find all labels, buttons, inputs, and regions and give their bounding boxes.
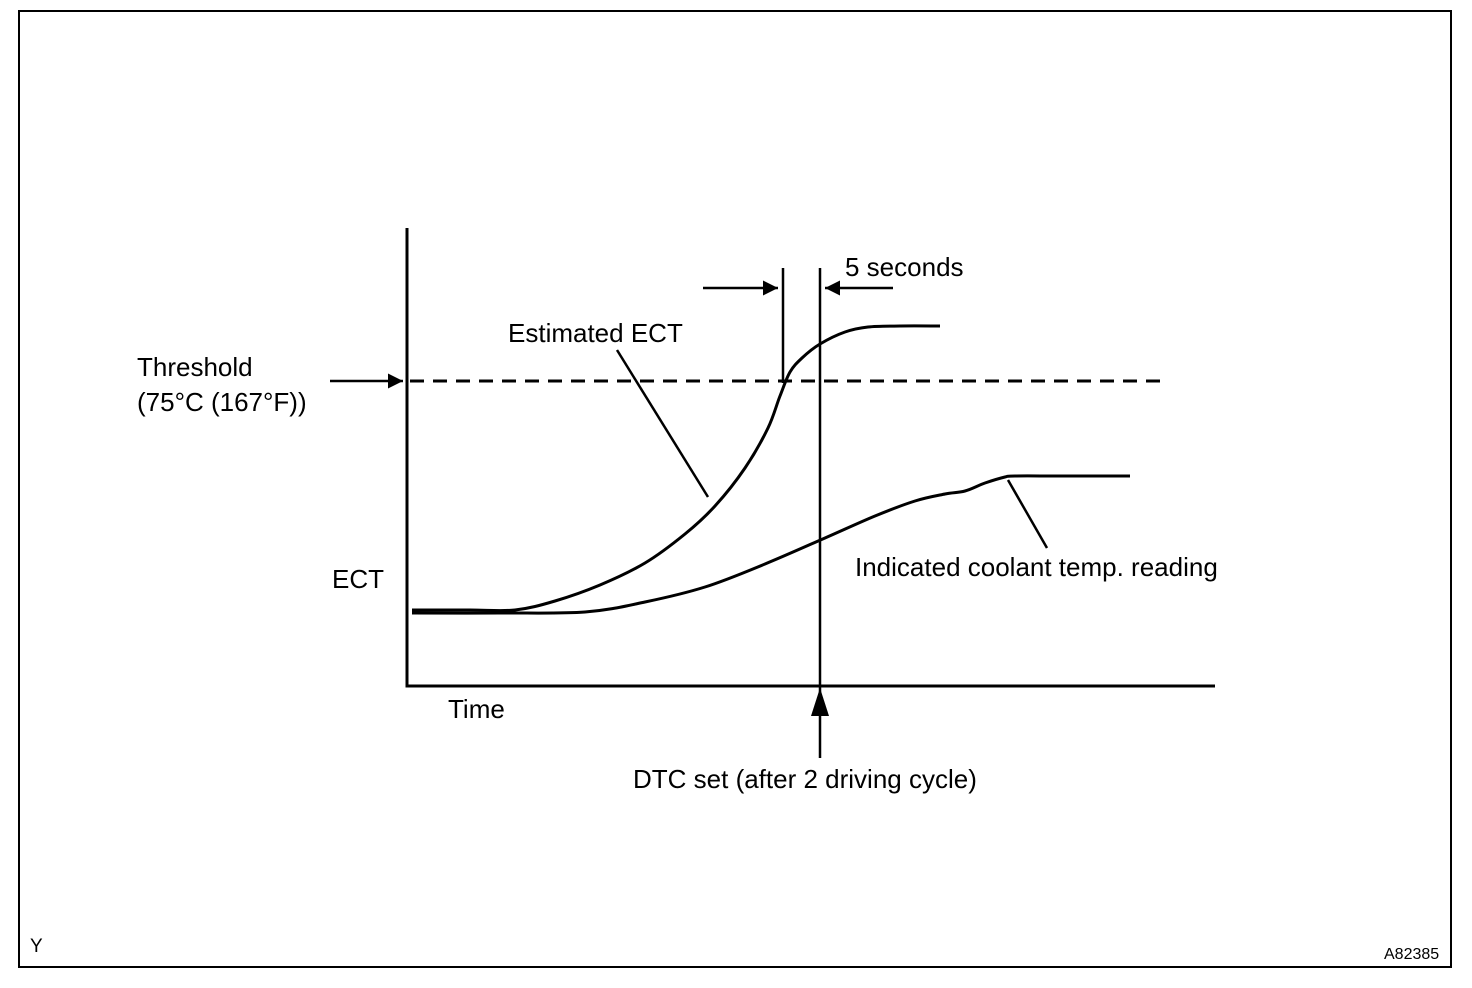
indicated-leader-line — [1006, 479, 1049, 549]
estimated-ect-leader-line — [615, 349, 710, 498]
dtc-up-arrowhead — [811, 688, 829, 716]
indicated-coolant-curve — [411, 474, 1130, 615]
footer-left-mark: Y — [30, 936, 43, 957]
indicated-coolant-label: Indicated coolant temp. reading — [855, 552, 1218, 582]
estimated-ect-curve — [412, 324, 941, 613]
estimated-ect-label: Estimated ECT — [508, 318, 683, 348]
five-seconds-label: 5 seconds — [845, 252, 964, 282]
dtc-set-label: DTC set (after 2 driving cycle) — [633, 764, 977, 794]
threshold-label-line1: Threshold — [137, 352, 253, 382]
y-axis-label: ECT — [332, 564, 384, 594]
threshold-label: Threshold (75°C (167°F)) — [137, 350, 307, 420]
threshold-label-line2: (75°C (167°F)) — [137, 387, 307, 418]
figure-code: A82385 — [1384, 946, 1440, 963]
border-frame — [18, 10, 1452, 968]
x-axis-label: Time — [448, 694, 505, 724]
